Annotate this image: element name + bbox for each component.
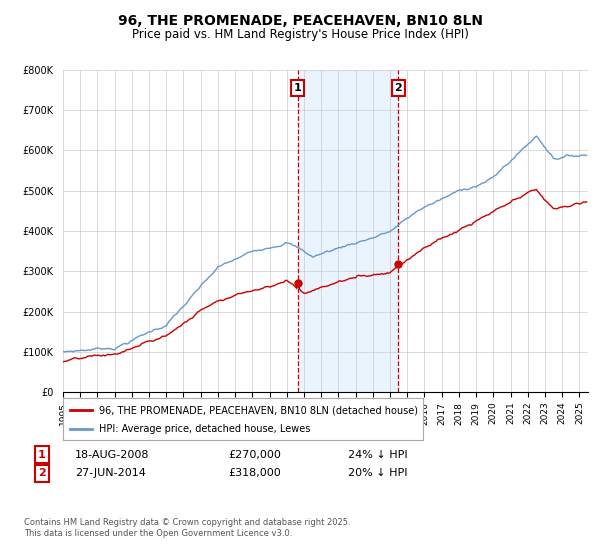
Text: 1: 1 (294, 83, 302, 93)
Text: 24% ↓ HPI: 24% ↓ HPI (348, 450, 407, 460)
Text: 18-AUG-2008: 18-AUG-2008 (75, 450, 149, 460)
Text: 2: 2 (395, 83, 403, 93)
Text: 27-JUN-2014: 27-JUN-2014 (75, 468, 146, 478)
Text: 96, THE PROMENADE, PEACEHAVEN, BN10 8LN: 96, THE PROMENADE, PEACEHAVEN, BN10 8LN (118, 14, 482, 28)
Text: £270,000: £270,000 (228, 450, 281, 460)
Text: 1: 1 (38, 450, 46, 460)
Text: 20% ↓ HPI: 20% ↓ HPI (348, 468, 407, 478)
Text: HPI: Average price, detached house, Lewes: HPI: Average price, detached house, Lewe… (99, 424, 310, 434)
Text: Price paid vs. HM Land Registry's House Price Index (HPI): Price paid vs. HM Land Registry's House … (131, 28, 469, 41)
Text: Contains HM Land Registry data © Crown copyright and database right 2025.
This d: Contains HM Land Registry data © Crown c… (24, 518, 350, 538)
Bar (298, 70, 398, 392)
Text: 96, THE PROMENADE, PEACEHAVEN, BN10 8LN (detached house): 96, THE PROMENADE, PEACEHAVEN, BN10 8LN … (99, 405, 418, 415)
Text: 2: 2 (38, 468, 46, 478)
Text: £318,000: £318,000 (228, 468, 281, 478)
